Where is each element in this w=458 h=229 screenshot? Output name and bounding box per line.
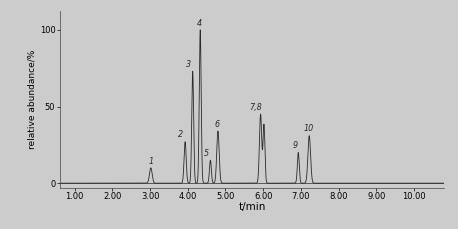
Text: 7,8: 7,8	[250, 103, 262, 112]
Text: 4: 4	[197, 19, 202, 27]
Y-axis label: relative abundance/%: relative abundance/%	[28, 50, 37, 149]
X-axis label: t/min: t/min	[238, 202, 266, 212]
Text: 9: 9	[293, 141, 298, 150]
Text: 1: 1	[148, 157, 153, 166]
Text: 3: 3	[186, 60, 191, 69]
Text: 6: 6	[215, 120, 220, 129]
Text: 10: 10	[303, 124, 314, 133]
Text: 5: 5	[204, 149, 209, 158]
Text: 2: 2	[178, 131, 183, 139]
